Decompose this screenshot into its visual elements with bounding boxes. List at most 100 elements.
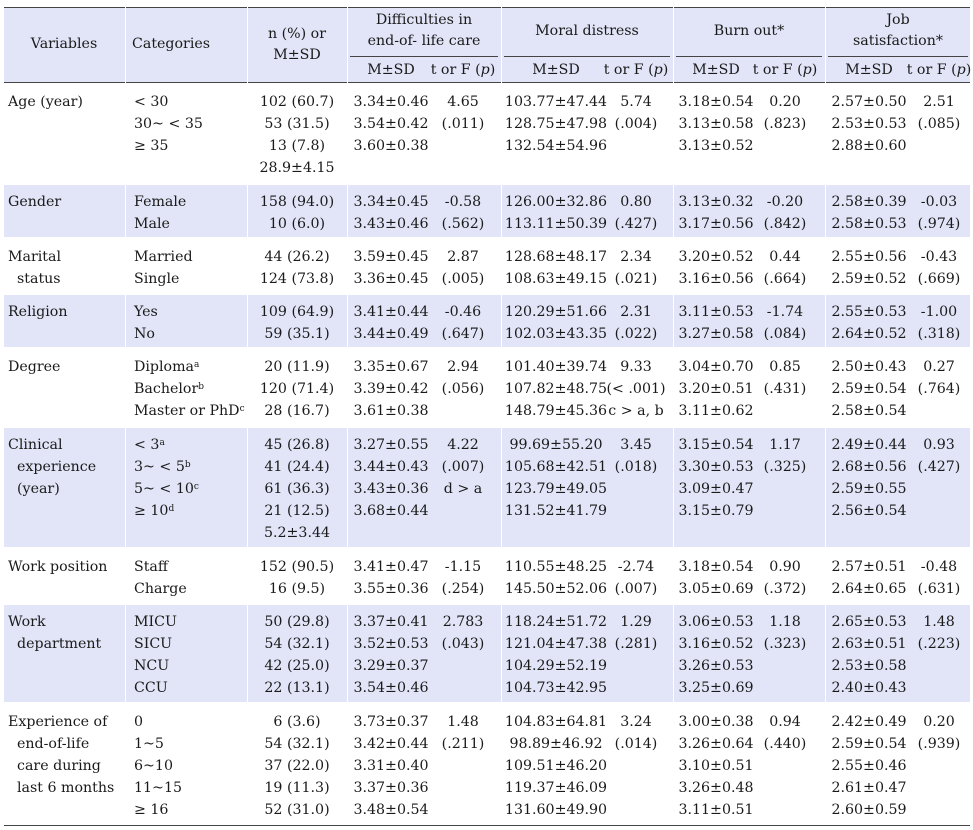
burn-mean-sd: 3.26±0.64 (678, 736, 754, 752)
variable-label: Work position (8, 559, 108, 575)
group-header-line2: satisfaction* (853, 33, 943, 49)
variable-label: care during (8, 758, 101, 774)
moral-mean-sd: 109.51±46.20 (504, 758, 608, 774)
n-percent-value: 124 (73.8) (259, 271, 335, 287)
diff-mean-sd: 3.48±0.54 (353, 802, 429, 818)
category-superscript: c (193, 482, 199, 492)
burn-mean-sd: 3.11±0.62 (678, 403, 754, 419)
category-label: CCU (134, 677, 168, 699)
moral-mean-sd: 132.54±54.96 (504, 138, 608, 154)
job-test-stat: -0.03 (920, 194, 958, 210)
diff-mean-sd: 3.34±0.45 (353, 194, 429, 210)
n-percent-value: 158 (94.0) (259, 194, 335, 210)
job-mean-sd: 2.53±0.53 (831, 116, 907, 132)
job-mean-sd: 2.60±0.59 (831, 802, 907, 818)
category-label: Diplomaa (134, 356, 199, 378)
job-test-stat: -1.00 (920, 304, 958, 320)
moral-mean-sd: 99.69±55.20 (509, 437, 603, 453)
moral-mean-sd: 119.37±46.09 (504, 780, 608, 796)
category-text: Male (134, 216, 170, 232)
category-label: Male (134, 213, 170, 235)
group-header: Moral distress (535, 23, 639, 39)
n-percent-value: 28.9±4.15 (259, 160, 335, 176)
table-header (4, 7, 970, 82)
job-test-stat: (.631) (917, 581, 961, 597)
job-test-stat: (.318) (917, 326, 961, 342)
job-test-stat: -0.48 (920, 559, 958, 575)
category-text: ≥ 10 (134, 503, 169, 519)
diff-mean-sd: 3.54±0.42 (353, 116, 429, 132)
category-label: Master or PhDc (134, 400, 245, 422)
job-mean-sd: 2.42±0.49 (831, 714, 907, 730)
category-text: MICU (134, 614, 177, 630)
moral-test-stat: (< .001) (606, 381, 666, 397)
moral-mean-sd: 104.29±52.19 (504, 658, 608, 674)
top-rule (4, 7, 970, 8)
diff-mean-sd: 3.44±0.49 (353, 326, 429, 342)
table-row-group: Marital status Married Single 44 (26.2) 124 … (4, 240, 970, 292)
burn-mean-sd: 3.20±0.52 (678, 249, 754, 265)
diff-test-stat: (.647) (441, 326, 485, 342)
table-row-group: Degree Diplomaa Bachelorb Master or PhDc 20 … (4, 350, 970, 425)
diff-test-stat: 4.65 (447, 94, 479, 110)
diff-mean-sd: 3.36±0.45 (353, 271, 429, 287)
moral-mean-sd: 123.79±49.05 (504, 481, 608, 497)
diff-mean-sd: 3.59±0.45 (353, 249, 429, 265)
category-label: ≥ 35 (134, 135, 168, 157)
category-superscript: c (239, 404, 245, 414)
n-percent-value: 19 (11.3) (264, 780, 330, 796)
n-percent-value: 50 (29.8) (264, 614, 330, 630)
diff-mean-sd: 3.43±0.46 (353, 216, 429, 232)
category-text: 1~5 (134, 736, 164, 752)
burn-mean-sd: 3.17±0.56 (678, 216, 754, 232)
variable-label: Experience of (8, 714, 108, 730)
burn-test-stat: 0.44 (769, 249, 801, 265)
variable-label: department (8, 636, 102, 652)
column-separator (347, 7, 348, 825)
diff-test-stat: -0.58 (444, 194, 482, 210)
burn-test-stat: 0.94 (769, 714, 801, 730)
n-percent-value: 6 (3.6) (273, 714, 321, 730)
n-percent-value: 52 (31.0) (264, 802, 330, 818)
table-row-group: Experience of end-of-life care during la… (4, 705, 970, 825)
job-test-stat: (.085) (917, 116, 961, 132)
moral-mean-sd: 105.68±42.51 (504, 459, 608, 475)
group-header-line1: Job (886, 12, 910, 28)
moral-mean-sd: 128.68±48.17 (504, 249, 608, 265)
job-mean-sd: 2.58±0.39 (831, 194, 907, 210)
moral-test-stat: (.021) (614, 271, 658, 287)
n-percent-value: 152 (90.5) (259, 559, 335, 575)
moral-mean-sd: 128.75±47.98 (504, 116, 608, 132)
category-superscript: b (184, 460, 191, 470)
sub-header-t: t or F (p) (430, 62, 496, 78)
column-separator (247, 7, 248, 825)
burn-mean-sd: 3.04±0.70 (678, 359, 754, 375)
job-mean-sd: 2.55±0.46 (831, 758, 907, 774)
category-label: MICU (134, 611, 177, 633)
variable-label: Degree (8, 359, 61, 375)
burn-mean-sd: 3.15±0.54 (678, 437, 754, 453)
moral-mean-sd: 101.40±39.74 (504, 359, 608, 375)
burn-test-stat: (.325) (763, 459, 807, 475)
moral-mean-sd: 118.24±51.72 (504, 614, 608, 630)
category-text: Married (134, 249, 193, 265)
variable-label: Marital (8, 249, 62, 265)
moral-test-stat: 1.29 (620, 614, 652, 630)
category-label: Married (134, 246, 193, 268)
diff-test-stat: -1.15 (444, 559, 482, 575)
moral-mean-sd: 113.11±50.39 (504, 216, 608, 232)
burn-mean-sd: 3.16±0.56 (678, 271, 754, 287)
n-percent-value: 109 (64.9) (259, 304, 335, 320)
diff-test-stat: (.007) (441, 459, 485, 475)
burn-mean-sd: 3.26±0.53 (678, 658, 754, 674)
burn-test-stat: 1.18 (769, 614, 801, 630)
burn-mean-sd: 3.15±0.79 (678, 503, 754, 519)
variable-label: Religion (8, 304, 68, 320)
category-label: 1~5 (134, 733, 164, 755)
category-text: Yes (134, 304, 158, 320)
n-percent-value: 45 (26.8) (264, 437, 330, 453)
n-percent-value: 5.2±3.44 (263, 525, 331, 541)
burn-test-stat: (.431) (763, 381, 807, 397)
moral-mean-sd: 107.82±48.75 (504, 381, 608, 397)
diff-test-stat: 2.94 (447, 359, 479, 375)
